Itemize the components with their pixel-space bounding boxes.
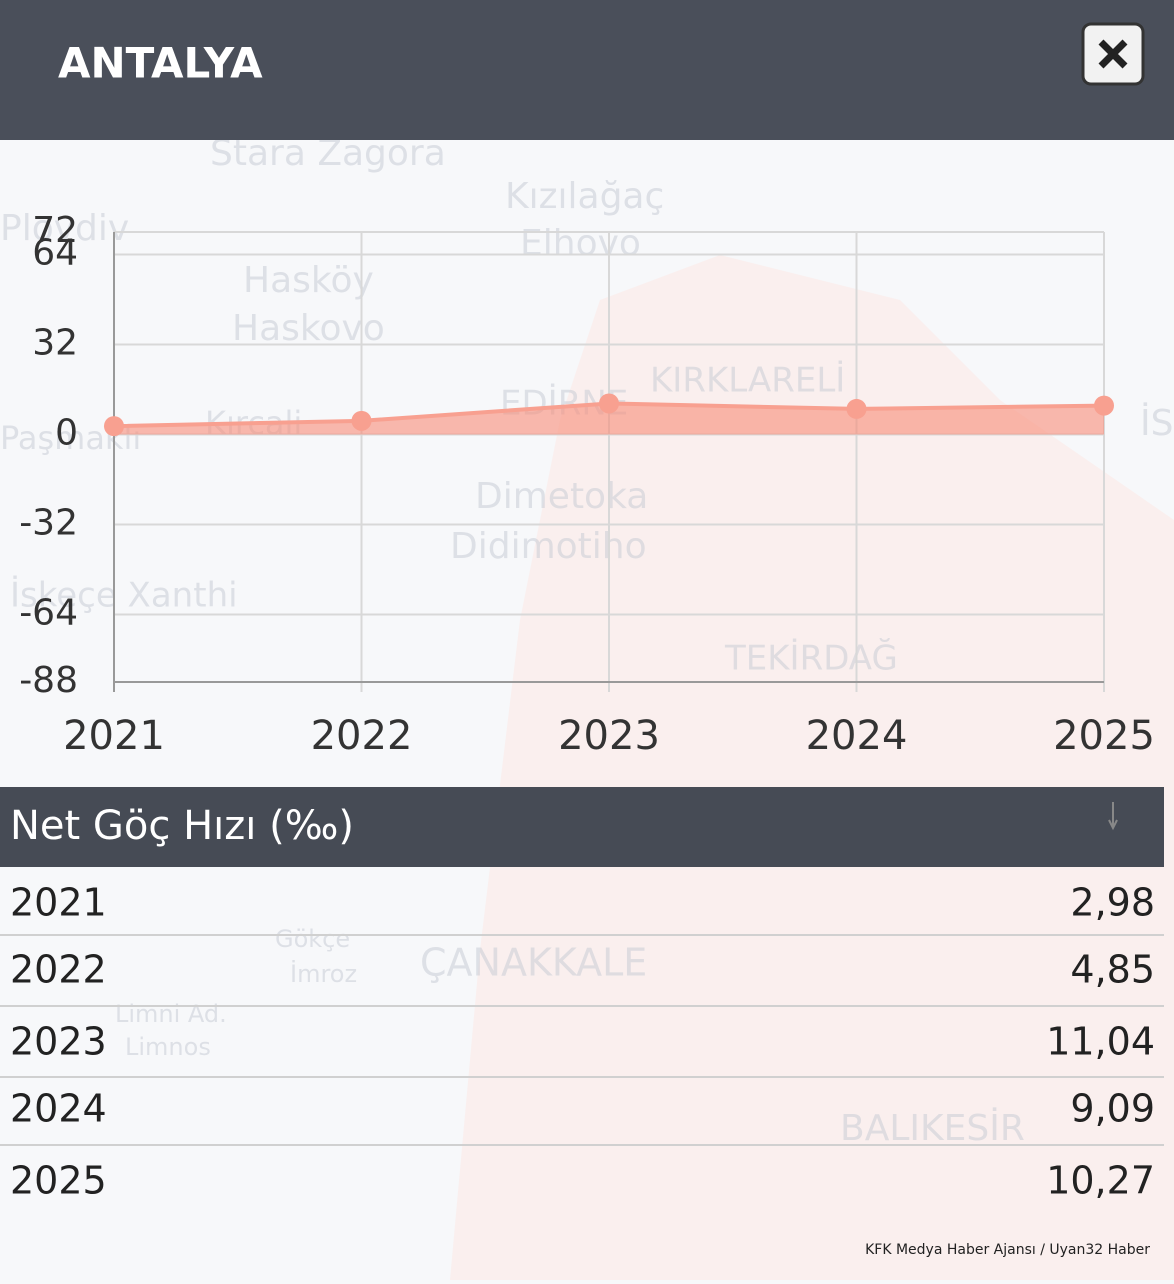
map-label: Haskovo	[232, 308, 385, 349]
row-value: 11,04	[1046, 1020, 1155, 1064]
map-label: Gökçe	[275, 925, 350, 953]
map-label: Dimetoka	[475, 476, 648, 517]
x-tick-label: 2022	[311, 713, 413, 759]
sort-icon[interactable]	[1108, 802, 1118, 831]
map-label: Elhovo	[520, 223, 641, 264]
y-tick-label: -88	[19, 660, 78, 701]
x-tick-label: 2021	[63, 713, 165, 759]
y-tick-label: 32	[32, 323, 78, 364]
point	[1094, 395, 1114, 416]
footer: KFK Medya Haber Ajansı / Uyan32 Haber	[865, 1242, 1150, 1258]
map-shape	[450, 255, 1174, 1280]
map-label: Plovdiv	[0, 208, 129, 249]
map-label: Didimotiho	[450, 526, 647, 567]
map-label: BALIKESİR	[840, 1107, 1025, 1149]
y-tick-label: -32	[19, 503, 78, 544]
y-tick-label: 72	[32, 210, 78, 251]
x-tick-label: 2024	[806, 713, 908, 759]
close-icon	[1098, 39, 1128, 69]
y-tick-label: 0	[55, 413, 78, 454]
row-value: 2,98	[1070, 881, 1155, 925]
table: 2021 2,98 2022 4,85 2023 11,04 2024 9,09 2025 10,…	[0, 881, 1164, 1203]
map-label: İmroz	[290, 959, 357, 988]
point	[351, 410, 372, 431]
row-year: 2022	[10, 948, 107, 992]
point	[846, 398, 867, 419]
row-year: 2023	[10, 1020, 107, 1064]
header-bar	[0, 0, 1174, 140]
table-header-bar	[0, 787, 1164, 867]
row-value: 4,85	[1070, 948, 1155, 992]
point	[104, 416, 124, 437]
map-label: Kızılağaç	[505, 176, 664, 217]
table-header: Net Göç Hızı (‰)	[10, 803, 354, 849]
map-label: İskeçe Xanthi	[10, 576, 238, 616]
row-year: 2025	[10, 1159, 107, 1203]
row-value: 9,09	[1070, 1087, 1155, 1131]
row-year: 2024	[10, 1087, 107, 1131]
row-year: 2021	[10, 881, 107, 925]
x-tick-label: 2023	[558, 713, 660, 759]
header-title: ANTALYA	[58, 39, 263, 88]
x-tick-label: 2025	[1053, 713, 1155, 759]
point	[599, 393, 619, 414]
map-label: TEKİRDAĞ	[724, 638, 898, 679]
y-tick-label: -64	[19, 593, 78, 634]
row-value: 10,27	[1046, 1159, 1155, 1203]
map-label: Limni Ad.	[115, 1000, 227, 1028]
y-tick-label: 64	[32, 233, 78, 274]
map-label: KIRKLARELİ	[650, 361, 845, 401]
map-label: Limnos	[125, 1033, 211, 1061]
map-label: İS	[1140, 402, 1173, 444]
map-label: Hasköy	[243, 260, 374, 301]
map-label: ÇANAKKALE	[420, 941, 647, 985]
